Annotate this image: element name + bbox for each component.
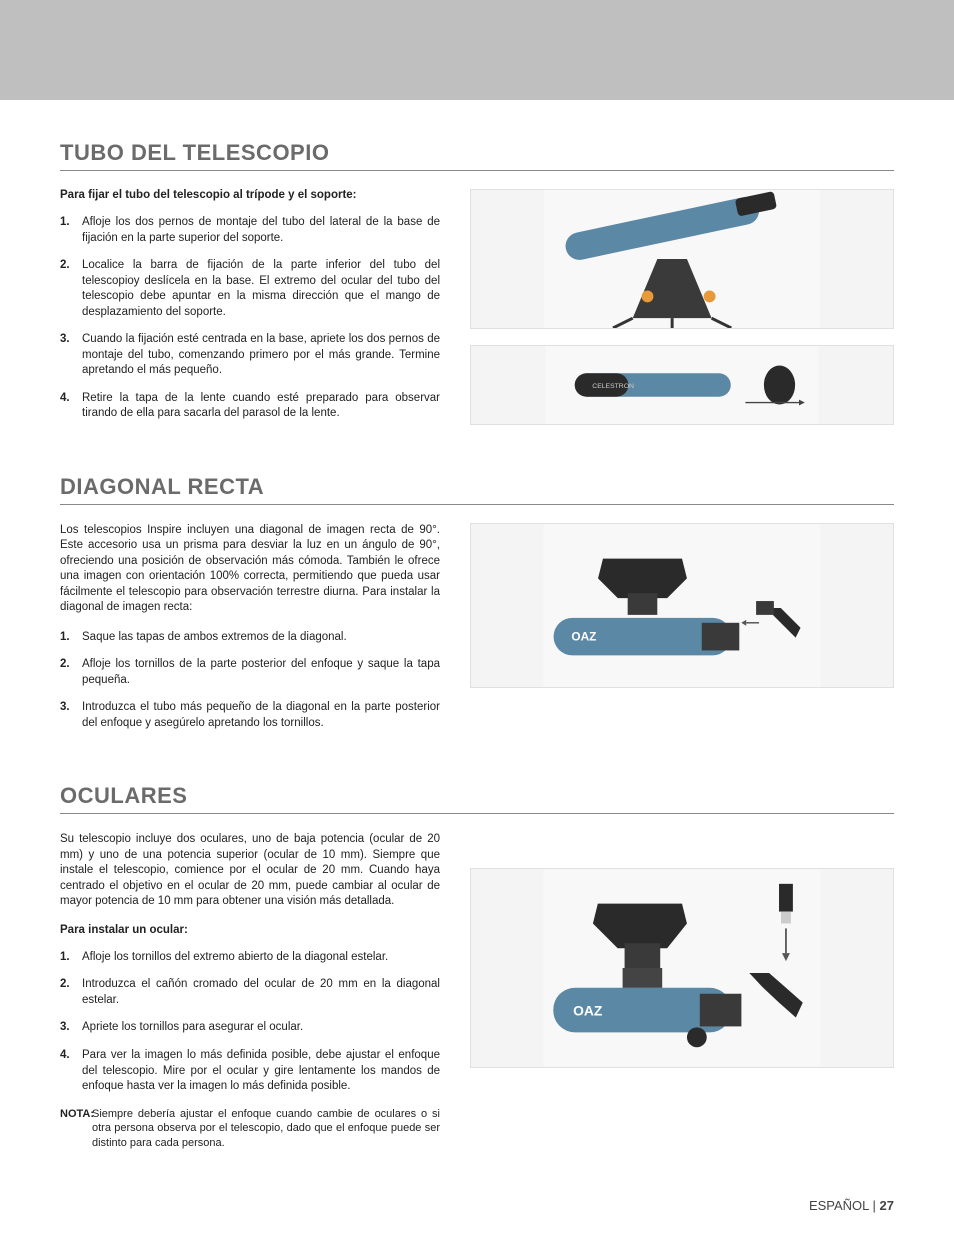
diagonal-text-column: Los telescopios Inspire incluyen una dia… — [60, 523, 440, 744]
ocular-install-icon: OAZ — [471, 869, 893, 1067]
image-ocular-install: OAZ — [470, 868, 894, 1068]
oculares-image-column: OAZ — [470, 832, 894, 1151]
oculares-subhead: Para instalar un ocular: — [60, 924, 440, 936]
tubo-columns: Para fijar el tubo del telescopio al trí… — [60, 189, 894, 434]
tubo-image-column: CELESTRON — [470, 189, 894, 434]
oculares-steps: Afloje los tornillos del extremo abierto… — [60, 950, 440, 1095]
oculares-columns: Su telescopio incluye dos oculares, uno … — [60, 832, 894, 1151]
section-title-diagonal: DIAGONAL RECTA — [60, 474, 894, 505]
tubo-subhead: Para fijar el tubo del telescopio al trí… — [60, 189, 440, 201]
section-diagonal: DIAGONAL RECTA Los telescopios Inspire i… — [60, 474, 894, 744]
tubo-step: Cuando la fijación esté centrada en la b… — [60, 332, 440, 379]
oculares-body: Su telescopio incluye dos oculares, uno … — [60, 832, 440, 910]
lens-cap-icon: CELESTRON — [471, 346, 893, 424]
note-label: NOTA: — [60, 1107, 94, 1122]
tubo-step: Retire la tapa de la lente cuando esté p… — [60, 391, 440, 422]
diagonal-body: Los telescopios Inspire incluyen una dia… — [60, 523, 440, 616]
svg-text:OAZ: OAZ — [571, 629, 596, 643]
page: TUBO DEL TELESCOPIO Para fijar el tubo d… — [0, 100, 954, 1241]
diagonal-step: Afloje los tornillos de la parte posteri… — [60, 657, 440, 688]
diagonal-step: Introduzca el tubo más pequeño de la dia… — [60, 700, 440, 731]
oculares-note: NOTA: Siempre debería ajustar el enfoque… — [60, 1107, 440, 1152]
diagonal-columns: Los telescopios Inspire incluyen una dia… — [60, 523, 894, 744]
note-text: Siempre debería ajustar el enfoque cuand… — [92, 1108, 440, 1150]
image-diagonal-install: OAZ — [470, 523, 894, 688]
image-telescope-mount — [470, 189, 894, 329]
diagonal-install-icon: OAZ — [471, 524, 893, 687]
tubo-steps: Afloje los dos pernos de montaje del tub… — [60, 215, 440, 422]
spacer — [470, 832, 894, 852]
section-oculares: OCULARES Su telescopio incluye dos ocula… — [60, 783, 894, 1151]
svg-text:OAZ: OAZ — [573, 1003, 603, 1019]
diagonal-step: Saque las tapas de ambos extremos de la … — [60, 630, 440, 646]
diagonal-steps: Saque las tapas de ambos extremos de la … — [60, 630, 440, 732]
oculares-step: Introduzca el cañón cromado del ocular d… — [60, 977, 440, 1008]
oculares-step: Afloje los tornillos del extremo abierto… — [60, 950, 440, 966]
footer-language: ESPAÑOL — [809, 1198, 869, 1213]
section-title-tubo: TUBO DEL TELESCOPIO — [60, 140, 894, 171]
footer-separator: | — [869, 1198, 880, 1213]
oculares-step: Para ver la imagen lo más definida posib… — [60, 1048, 440, 1095]
tubo-step: Afloje los dos pernos de montaje del tub… — [60, 215, 440, 246]
tubo-text-column: Para fijar el tubo del telescopio al trí… — [60, 189, 440, 434]
oculares-text-column: Su telescopio incluye dos oculares, uno … — [60, 832, 440, 1151]
section-title-oculares: OCULARES — [60, 783, 894, 814]
diagonal-image-column: OAZ — [470, 523, 894, 744]
footer-page-number: 27 — [880, 1198, 894, 1213]
image-lens-cap: CELESTRON — [470, 345, 894, 425]
tubo-step: Localice la barra de fijación de la part… — [60, 258, 440, 320]
telescope-mount-icon — [471, 190, 893, 328]
oculares-step: Apriete los tornillos para asegurar el o… — [60, 1020, 440, 1036]
section-tubo: TUBO DEL TELESCOPIO Para fijar el tubo d… — [60, 140, 894, 434]
page-footer: ESPAÑOL | 27 — [809, 1198, 894, 1213]
svg-text:CELESTRON: CELESTRON — [592, 383, 634, 390]
